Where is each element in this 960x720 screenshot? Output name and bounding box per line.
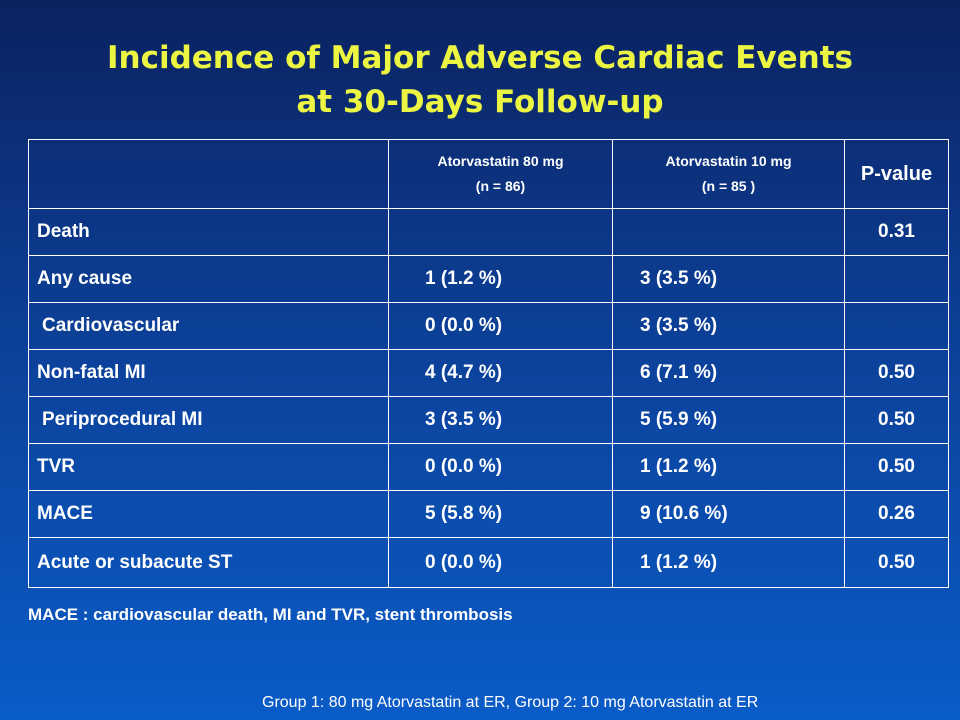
cell-p-value: 0.50 [844,443,949,491]
row-label: Any cause [28,255,389,303]
cell-80mg: 0 (0.0 %) [388,443,613,491]
row-label: Periprocedural MI [28,396,389,444]
cell-10mg: 3 (3.5 %) [612,255,845,303]
table-row: MACE 5 (5.8 %) 9 (10.6 %) 0.26 [28,490,949,538]
table-row: Death 0.31 [28,208,949,256]
cell-80mg: 5 (5.8 %) [388,490,613,538]
mace-definition-footnote: MACE : cardiovascular death, MI and TVR,… [28,605,513,624]
row-label: Death [28,208,389,256]
slide-title: Incidence of Major Adverse Cardiac Event… [0,36,960,124]
row-label: Cardiovascular [28,302,389,350]
header-80-n: (n = 86) [475,178,526,194]
header-80-name: Atorvastatin 80 mg [437,153,564,169]
cell-80mg [388,208,613,256]
header-blank [28,139,389,209]
cell-p-value: 0.50 [844,537,949,588]
cell-p-value: 0.26 [844,490,949,538]
cell-10mg: 5 (5.9 %) [612,396,845,444]
cell-80mg: 1 (1.2 %) [388,255,613,303]
header-atorvastatin-10: Atorvastatin 10 mg (n = 85 ) [612,139,845,209]
row-label: MACE [28,490,389,538]
group-definition-note: Group 1: 80 mg Atorvastatin at ER, Group… [262,694,759,711]
cell-p-value: 0.50 [844,349,949,397]
table-header-row: Atorvastatin 80 mg (n = 86) Atorvastatin… [28,139,949,209]
table-row: TVR 0 (0.0 %) 1 (1.2 %) 0.50 [28,443,949,491]
cell-80mg: 3 (3.5 %) [388,396,613,444]
cell-80mg: 0 (0.0 %) [388,302,613,350]
cell-p-value [844,302,949,350]
table-row: Any cause 1 (1.2 %) 3 (3.5 %) [28,255,949,303]
cell-p-value: 0.50 [844,396,949,444]
cell-10mg: 1 (1.2 %) [612,537,845,588]
row-label: Acute or subacute ST [28,537,389,588]
cell-10mg: 3 (3.5 %) [612,302,845,350]
row-label: Non-fatal MI [28,349,389,397]
header-10-name: Atorvastatin 10 mg [665,153,792,169]
table-row: Periprocedural MI 3 (3.5 %) 5 (5.9 %) 0.… [28,396,949,444]
title-line-1: Incidence of Major Adverse Cardiac Event… [106,40,853,76]
header-p-value: P-value [844,139,949,209]
cell-p-value: 0.31 [844,208,949,256]
table-row: Non-fatal MI 4 (4.7 %) 6 (7.1 %) 0.50 [28,349,949,397]
cell-p-value [844,255,949,303]
cell-10mg: 1 (1.2 %) [612,443,845,491]
cell-80mg: 4 (4.7 %) [388,349,613,397]
cell-10mg: 6 (7.1 %) [612,349,845,397]
cell-10mg [612,208,845,256]
row-label: TVR [28,443,389,491]
cell-10mg: 9 (10.6 %) [612,490,845,538]
header-10-n: (n = 85 ) [701,178,756,194]
header-atorvastatin-80: Atorvastatin 80 mg (n = 86) [388,139,613,209]
mace-table: Atorvastatin 80 mg (n = 86) Atorvastatin… [28,139,949,588]
table-row: Acute or subacute ST 0 (0.0 %) 1 (1.2 %)… [28,537,949,588]
cell-80mg: 0 (0.0 %) [388,537,613,588]
table-row: Cardiovascular 0 (0.0 %) 3 (3.5 %) [28,302,949,350]
title-line-2: at 30-Days Follow-up [296,84,664,120]
